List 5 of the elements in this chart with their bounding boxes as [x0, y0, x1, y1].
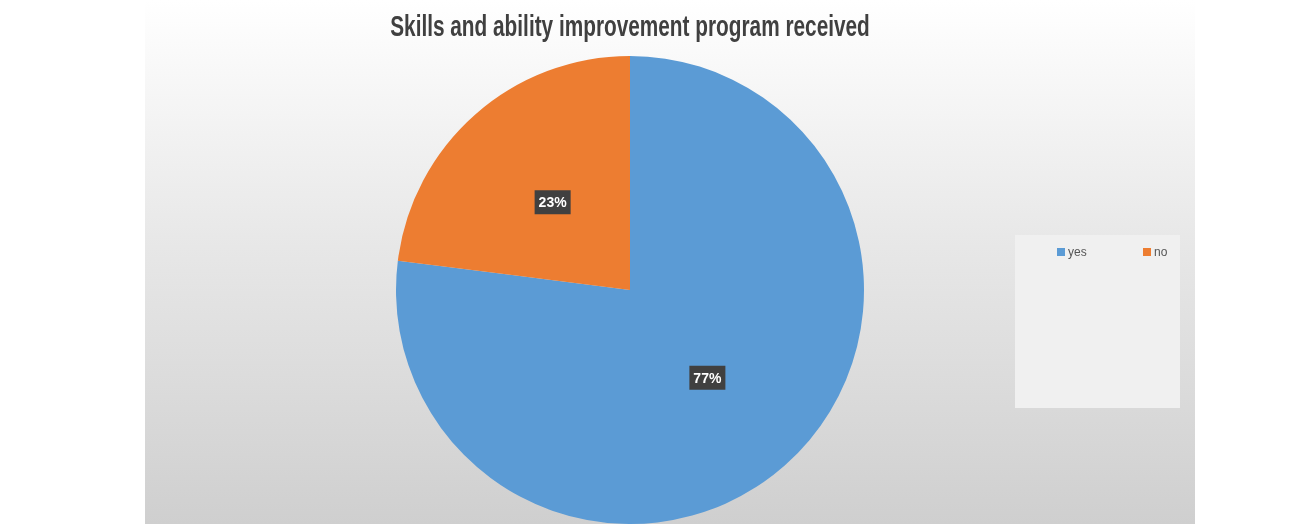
legend-label: no	[1154, 245, 1168, 259]
legend-label: yes	[1068, 245, 1087, 259]
chart-title: Skills and ability improvement program received	[390, 9, 870, 43]
data-label: 23%	[538, 194, 568, 211]
data-label: 77%	[693, 369, 722, 386]
